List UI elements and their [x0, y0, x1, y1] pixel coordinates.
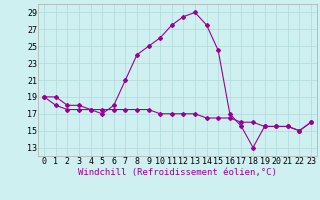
X-axis label: Windchill (Refroidissement éolien,°C): Windchill (Refroidissement éolien,°C) [78, 168, 277, 177]
